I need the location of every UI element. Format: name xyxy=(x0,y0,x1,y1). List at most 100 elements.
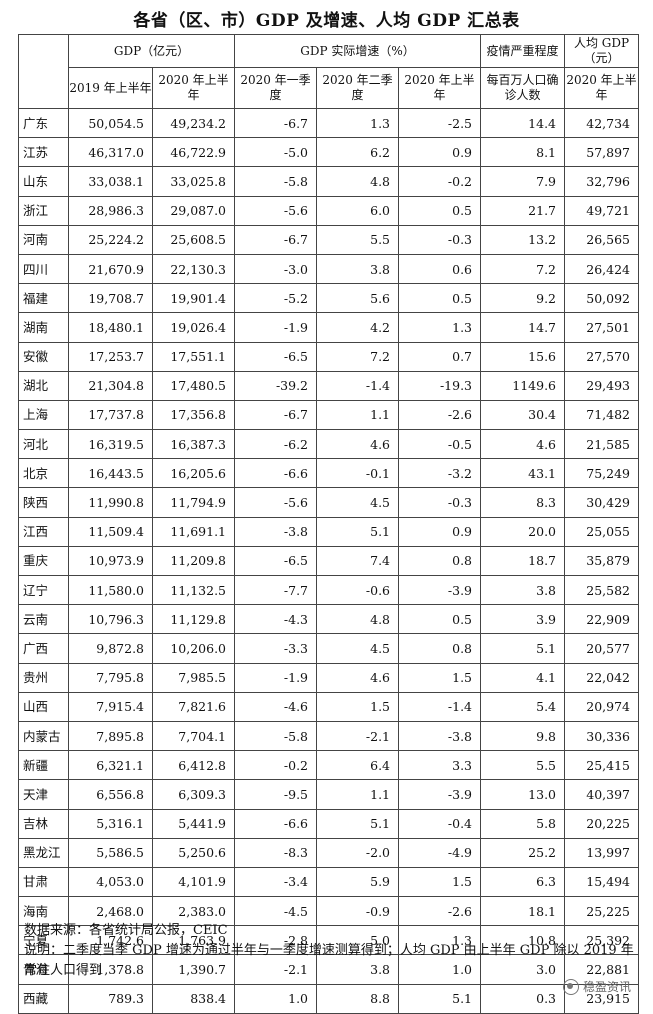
watermark: 稳盈资讯 xyxy=(562,978,631,995)
cell-h1: -19.3 xyxy=(398,370,482,401)
cell-h1: 3.3 xyxy=(398,750,482,781)
cell-gdp19: 6,556.8 xyxy=(68,779,153,810)
table-row: 上海 17,737.8 17,356.8 -6.7 1.1 -2.6 30.4 71,482 xyxy=(18,399,640,431)
cell-gdp19: 1,742.6 xyxy=(68,925,153,956)
cell-q1: -2.1 xyxy=(234,954,318,985)
table-row: 贵州 7,795.8 7,985.5 -1.9 4.6 1.5 4.1 22,042 xyxy=(18,662,640,693)
cell-percap: 13,997 xyxy=(564,837,640,868)
cell-prov: 海南 xyxy=(18,896,69,927)
cell-gdp20: 19,026.4 xyxy=(151,312,236,343)
table-row: 云南 10,796.3 11,129.8 -4.3 4.8 0.5 3.9 22,909 xyxy=(18,604,640,635)
gdp-table: GDP（亿元） GDP 实际增速（%） 疫情严重程度 人均 GDP（元） 201… xyxy=(18,34,640,1014)
cell-h1: -0.2 xyxy=(398,166,482,197)
cell-q2: 4.6 xyxy=(316,662,400,693)
cell-q1: -5.0 xyxy=(234,137,318,168)
cell-q2: 5.1 xyxy=(316,808,400,839)
cell-q2: 8.8 xyxy=(316,983,400,1014)
table-row: 福建 19,708.7 19,901.4 -5.2 5.6 0.5 9.2 50,092 xyxy=(18,283,640,314)
cell-prov: 上海 xyxy=(18,399,69,431)
cell-q2: 6.2 xyxy=(316,137,400,168)
cell-q2: -0.6 xyxy=(316,574,400,606)
cell-cases: 15.6 xyxy=(480,341,566,372)
cell-percap: 29,493 xyxy=(564,370,640,401)
cell-q2: 7.2 xyxy=(316,341,400,372)
cell-gdp20: 11,129.8 xyxy=(151,604,236,635)
cell-gdp20: 838.4 xyxy=(151,983,236,1014)
cell-q2: -0.1 xyxy=(316,458,400,489)
cell-percap: 20,225 xyxy=(564,808,640,839)
cell-q1: -2.8 xyxy=(234,925,318,956)
cell-q2: 4.2 xyxy=(316,312,400,343)
header-corner xyxy=(18,34,69,109)
table-row: 辽宁 11,580.0 11,132.5 -7.7 -0.6 -3.9 3.8 25,582 xyxy=(18,574,640,606)
cell-q2: -2.0 xyxy=(316,837,400,868)
cell-prov: 福建 xyxy=(18,283,69,314)
cell-h1: -1.4 xyxy=(398,691,482,722)
cell-percap: 35,879 xyxy=(564,545,640,577)
cell-h1: 0.9 xyxy=(398,137,482,168)
cell-cases: 5.4 xyxy=(480,691,566,722)
cell-h1: -4.9 xyxy=(398,837,482,868)
cell-h1: -0.3 xyxy=(398,224,482,255)
header-col-gdp20: 2020 年上半年 xyxy=(151,67,236,109)
cell-prov: 天津 xyxy=(18,779,69,810)
header-percap-group: 人均 GDP（元） xyxy=(564,34,640,68)
cell-cases: 4.1 xyxy=(480,662,566,693)
cell-q1: -9.5 xyxy=(234,779,318,810)
cell-gdp20: 10,206.0 xyxy=(151,633,236,664)
cell-q1: -6.7 xyxy=(234,224,318,255)
cell-prov: 广东 xyxy=(18,107,69,139)
cell-h1: 1.3 xyxy=(398,925,482,956)
cell-q1: -3.4 xyxy=(234,866,318,898)
cell-percap: 22,881 xyxy=(564,954,640,985)
cell-h1: 0.6 xyxy=(398,253,482,285)
cell-q2: 7.4 xyxy=(316,545,400,577)
cell-gdp19: 7,915.4 xyxy=(68,691,153,722)
cell-cases: 13.2 xyxy=(480,224,566,255)
cell-q1: -6.6 xyxy=(234,808,318,839)
cell-prov: 浙江 xyxy=(18,195,69,226)
cell-gdp19: 28,986.3 xyxy=(68,195,153,226)
cell-q1: -1.9 xyxy=(234,662,318,693)
cell-q1: 1.0 xyxy=(234,983,318,1014)
cell-percap: 30,336 xyxy=(564,720,640,752)
cell-cases: 1149.6 xyxy=(480,370,566,401)
cell-gdp19: 2,468.0 xyxy=(68,896,153,927)
cell-q1: -5.8 xyxy=(234,720,318,752)
cell-percap: 50,092 xyxy=(564,283,640,314)
table-row: 山西 7,915.4 7,821.6 -4.6 1.5 -1.4 5.4 20,974 xyxy=(18,691,640,722)
cell-gdp20: 17,480.5 xyxy=(151,370,236,401)
explanation-note: 说明：二季度当季 GDP 增速为通过半年与一季度增速测算得到；人均 GDP 由上… xyxy=(24,943,634,978)
cell-gdp19: 4,053.0 xyxy=(68,866,153,898)
cell-gdp19: 11,990.8 xyxy=(68,487,153,518)
cell-gdp19: 19,708.7 xyxy=(68,283,153,314)
cell-gdp20: 17,356.8 xyxy=(151,399,236,431)
cell-percap: 25,415 xyxy=(564,750,640,781)
table-row: 四川 21,670.9 22,130.3 -3.0 3.8 0.6 7.2 26,424 xyxy=(18,253,640,285)
table-row: 广西 9,872.8 10,206.0 -3.3 4.5 0.8 5.1 20,577 xyxy=(18,633,640,664)
table-row: 海南 2,468.0 2,383.0 -4.5 -0.9 -2.6 18.1 25,225 xyxy=(18,896,640,927)
cell-gdp20: 11,691.1 xyxy=(151,516,236,547)
cell-gdp20: 46,722.9 xyxy=(151,137,236,168)
cell-q1: -6.5 xyxy=(234,341,318,372)
cell-h1: -3.2 xyxy=(398,458,482,489)
cell-q1: -6.7 xyxy=(234,107,318,139)
cell-q2: 1.1 xyxy=(316,399,400,431)
cell-prov: 四川 xyxy=(18,253,69,285)
cell-percap: 57,897 xyxy=(564,137,640,168)
table-row: 吉林 5,316.1 5,441.9 -6.6 5.1 -0.4 5.8 20,225 xyxy=(18,808,640,839)
cell-q1: -5.6 xyxy=(234,195,318,226)
cell-cases: 7.2 xyxy=(480,253,566,285)
cell-q2: 4.5 xyxy=(316,633,400,664)
cell-cases: 5.8 xyxy=(480,808,566,839)
cell-percap: 26,424 xyxy=(564,253,640,285)
cell-gdp20: 11,132.5 xyxy=(151,574,236,606)
cell-prov: 黑龙江 xyxy=(18,837,69,868)
table-row: 重庆 10,973.9 11,209.8 -6.5 7.4 0.8 18.7 35,879 xyxy=(18,545,640,577)
cell-gdp20: 6,309.3 xyxy=(151,779,236,810)
notes: 数据来源：各省统计局公报，CEIC 说明：二季度当季 GDP 增速为通过半年与一… xyxy=(24,921,644,981)
cell-gdp19: 17,253.7 xyxy=(68,341,153,372)
cell-q2: 4.8 xyxy=(316,166,400,197)
cell-gdp19: 6,321.1 xyxy=(68,750,153,781)
cell-percap: 30,429 xyxy=(564,487,640,518)
